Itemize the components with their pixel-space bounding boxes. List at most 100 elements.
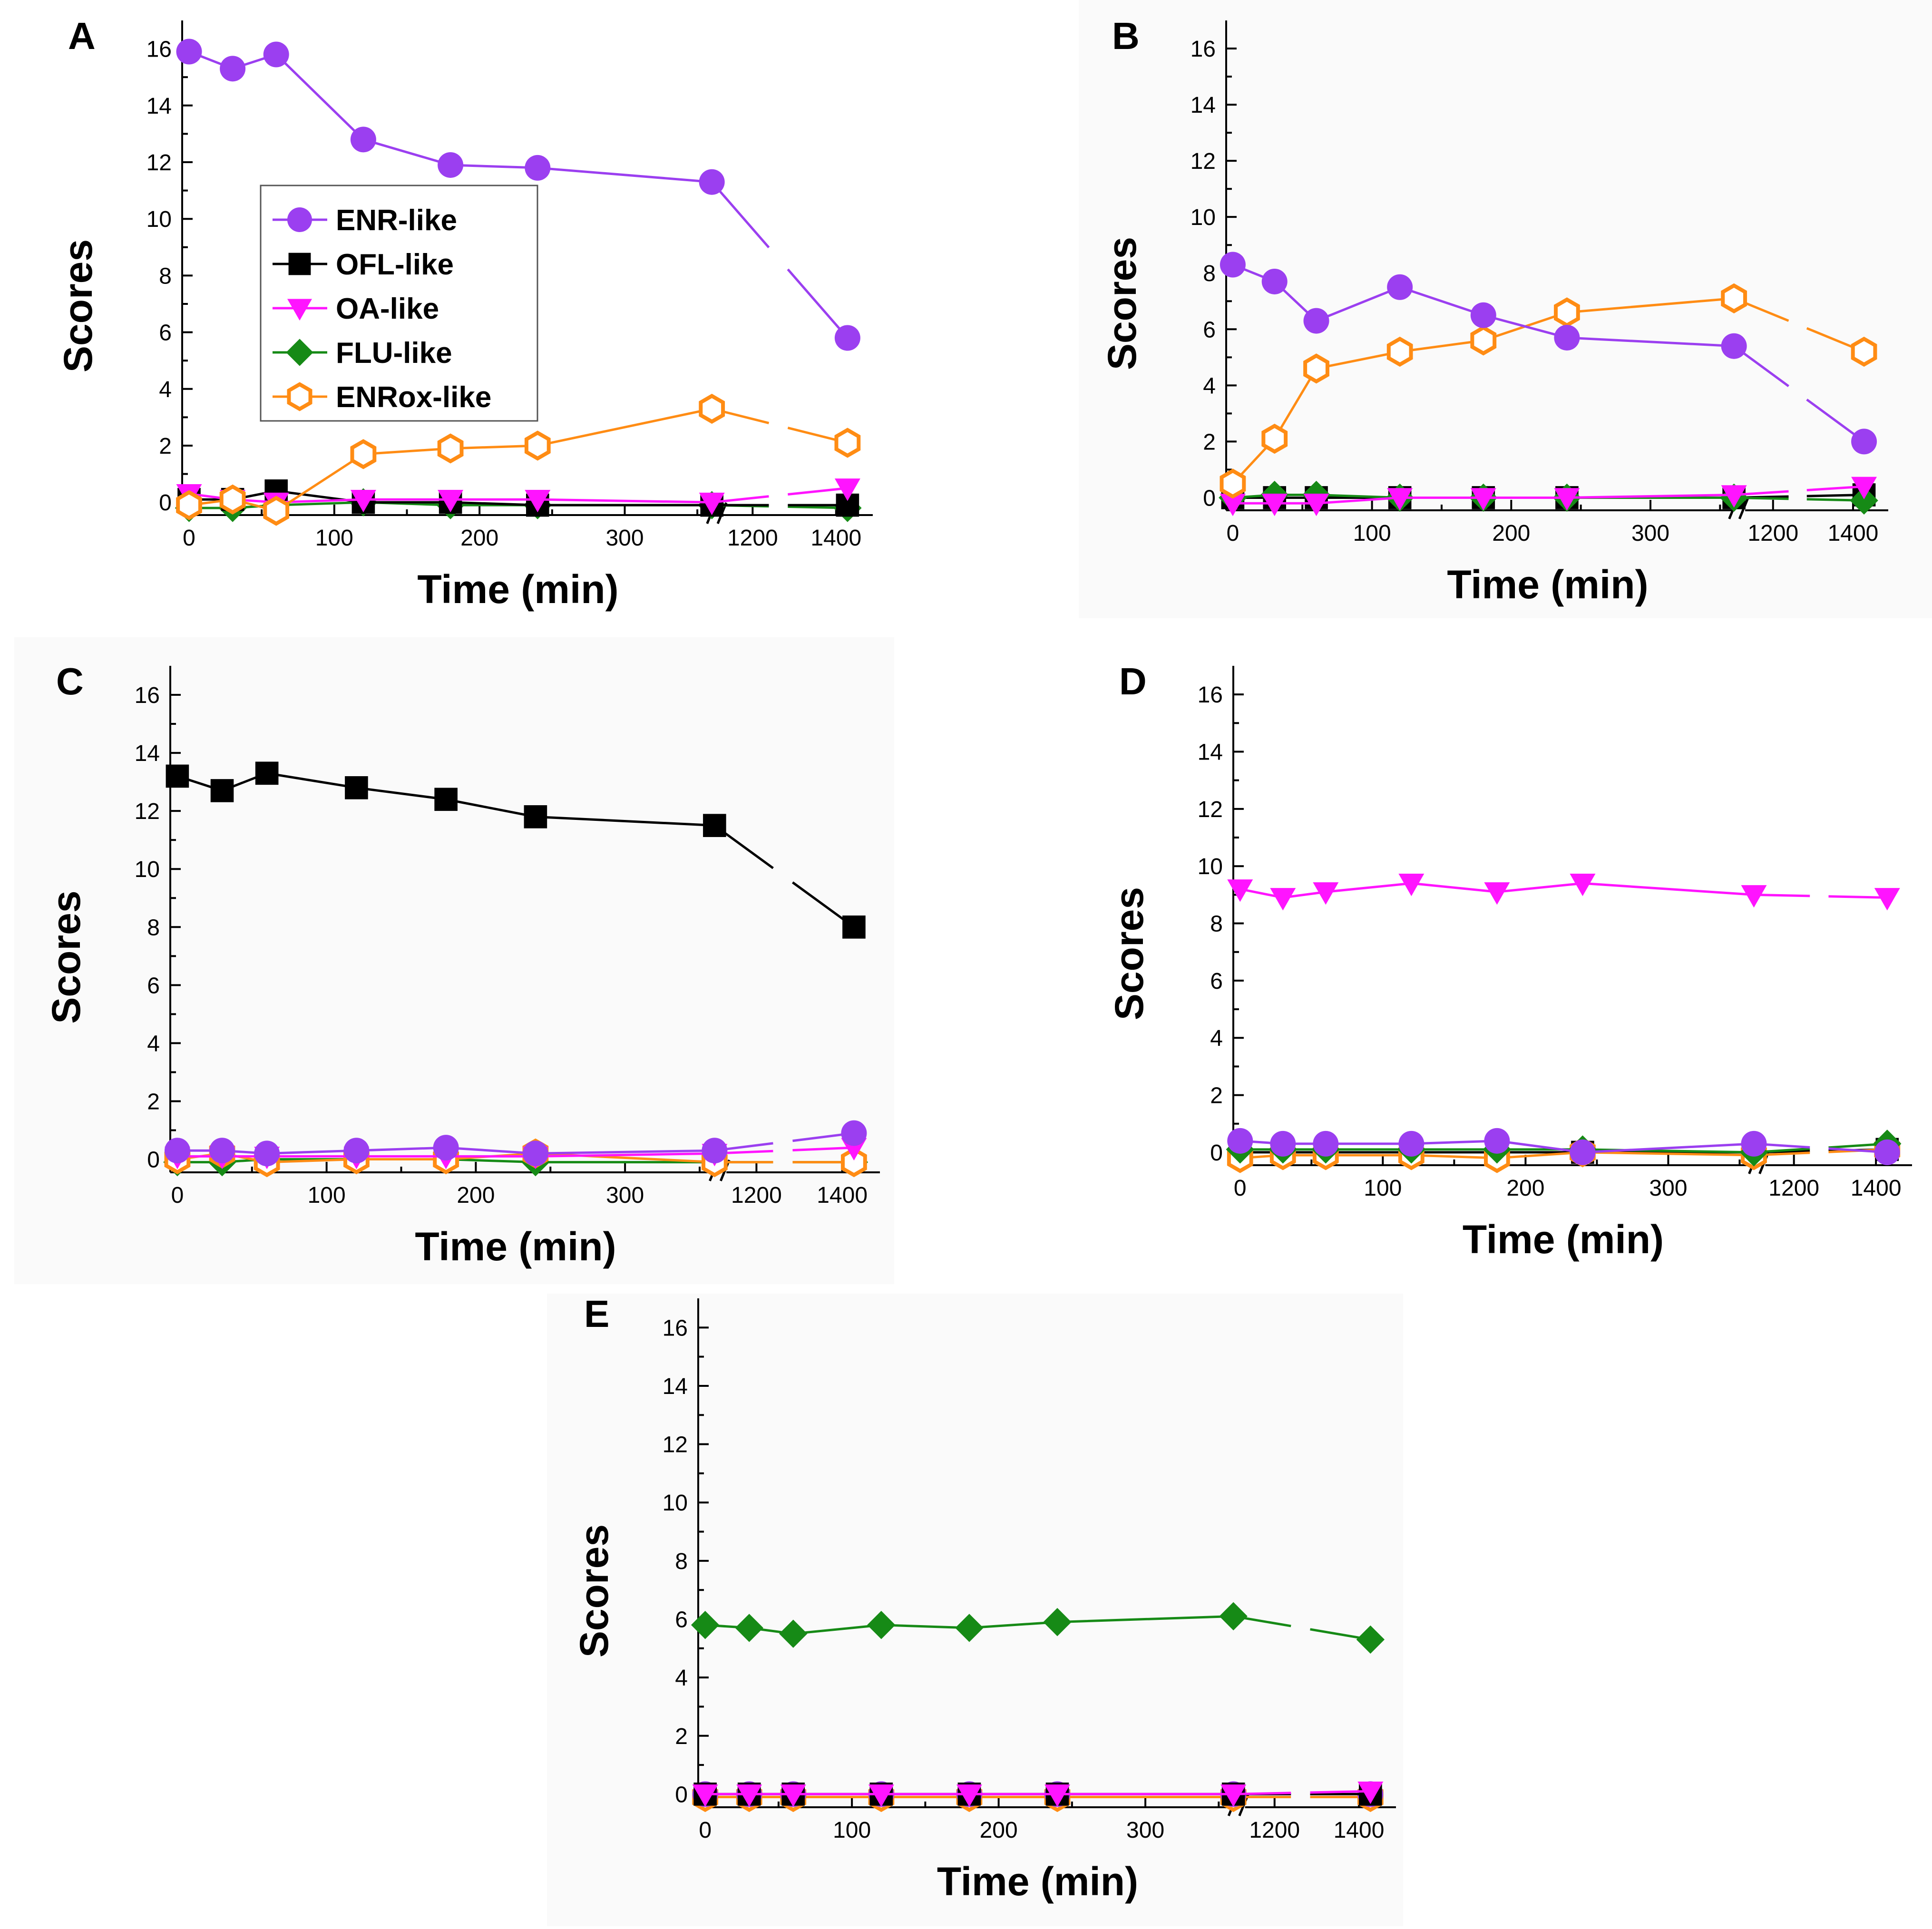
legend-marker [287,207,312,232]
y-tick-label: 14 [135,741,160,766]
panel-label: A [68,15,96,57]
y-tick-label: 8 [147,915,160,940]
data-point [164,1138,190,1164]
data-point [343,1138,370,1164]
data-point [834,478,860,501]
data-point [1484,1128,1510,1154]
y-tick-label: 6 [147,973,160,998]
data-point [834,428,861,458]
x-tick-label: 100 [833,1818,871,1843]
y-tick-label: 16 [146,37,172,62]
x-tick-label: 100 [1364,1176,1402,1201]
data-point [433,1135,459,1161]
series-flu-like [691,1602,1385,1654]
y-tick-label: 4 [1203,373,1216,399]
legend-label: ENR-like [336,204,457,237]
y-tick-label: 2 [1203,429,1216,455]
data-point [210,779,234,802]
x-tick-label: 1200 [1768,1176,1819,1201]
y-tick-label: 12 [135,799,160,824]
data-point [438,489,464,513]
data-point [1261,423,1288,454]
data-point [1851,336,1877,367]
y-tick-label: 8 [1203,261,1216,286]
legend-label: ENRox-like [336,381,491,414]
data-point [524,430,551,461]
data-point [1270,1130,1296,1157]
data-point [524,805,547,828]
data-point [522,1140,548,1167]
data-point [834,325,860,351]
y-axis-title: Scores [44,890,88,1023]
data-point [841,1120,867,1146]
y-tick-label: 4 [675,1666,688,1691]
x-tick-label: 0 [699,1818,712,1843]
legend-label: OA-like [336,292,439,325]
series-line-break [1754,893,1887,899]
series-enrox-like [176,393,861,526]
series-enrox-like [1220,283,1877,499]
series-enr-like [176,39,860,351]
y-axis-title: Scores [1100,237,1144,370]
legend-label: FLU-like [336,337,452,370]
data-point [350,439,377,469]
x-tick-label: 1400 [1828,521,1879,546]
data-point [867,1611,896,1639]
y-tick-label: 6 [1210,969,1223,994]
series-enr-like [1227,1128,1900,1165]
data-point [1356,1625,1385,1654]
series-line-break [1233,1790,1371,1795]
data-point [702,1138,728,1164]
data-point [842,915,866,939]
panel-b: 0 2 4 6 8 10 12 14 16 0 100 200 300 1200 1400 Time (min… [1079,0,1932,618]
panel-label: B [1112,15,1140,57]
y-axis-title: Scores [1107,887,1151,1020]
data-point [345,776,368,799]
data-point [841,1147,867,1178]
x-axis-title: Time (min) [1447,562,1648,607]
legend-label: OFL-like [336,248,454,281]
data-point [1227,879,1253,902]
y-tick-label: 6 [159,321,172,346]
data-point [1313,1130,1339,1157]
data-point [1220,252,1246,278]
data-point [1721,485,1747,508]
x-axis-title: Time (min) [417,567,618,612]
x-tick-label: 1400 [817,1183,868,1208]
panel-e: 0 2 4 6 8 10 12 14 16 0 100 200 300 1200 1400 Time (min… [547,1293,1403,1926]
x-axis-title: Time (min) [937,1859,1138,1904]
y-axis-title: Scores [56,239,100,372]
data-point [1386,336,1413,367]
data-point [1570,874,1596,896]
data-point [254,1140,280,1167]
y-tick-label: 8 [1210,912,1223,937]
x-tick-label: 100 [308,1183,346,1208]
data-point [1721,283,1747,313]
y-tick-label: 0 [159,490,172,516]
panel-c: 0 2 4 6 8 10 12 14 16 0 100 200 300 1200 1400 Time (min… [14,637,894,1284]
series-oa-like [692,1782,1384,1807]
data-point [1850,486,1878,515]
data-point [956,1784,982,1807]
y-tick-label: 12 [1190,149,1216,174]
series-oa-like [1220,477,1877,516]
y-tick-label: 16 [1198,682,1223,708]
y-tick-label: 0 [147,1148,160,1173]
data-point [438,152,464,178]
x-axis-title: Time (min) [1463,1217,1664,1262]
y-tick-label: 16 [1190,37,1216,62]
data-point [703,814,726,837]
legend-marker [288,253,311,275]
y-tick-label: 16 [135,683,160,708]
data-point [1227,1128,1253,1154]
x-tick-label: 0 [183,526,195,551]
x-tick-label: 200 [1506,1176,1544,1201]
data-point [1303,353,1329,384]
y-tick-label: 0 [1210,1140,1223,1166]
y-tick-label: 2 [147,1089,160,1114]
panel-background [1079,0,1932,618]
data-point [1721,333,1747,359]
data-point [1554,297,1580,328]
data-point [1470,488,1496,511]
data-point [1387,488,1413,511]
